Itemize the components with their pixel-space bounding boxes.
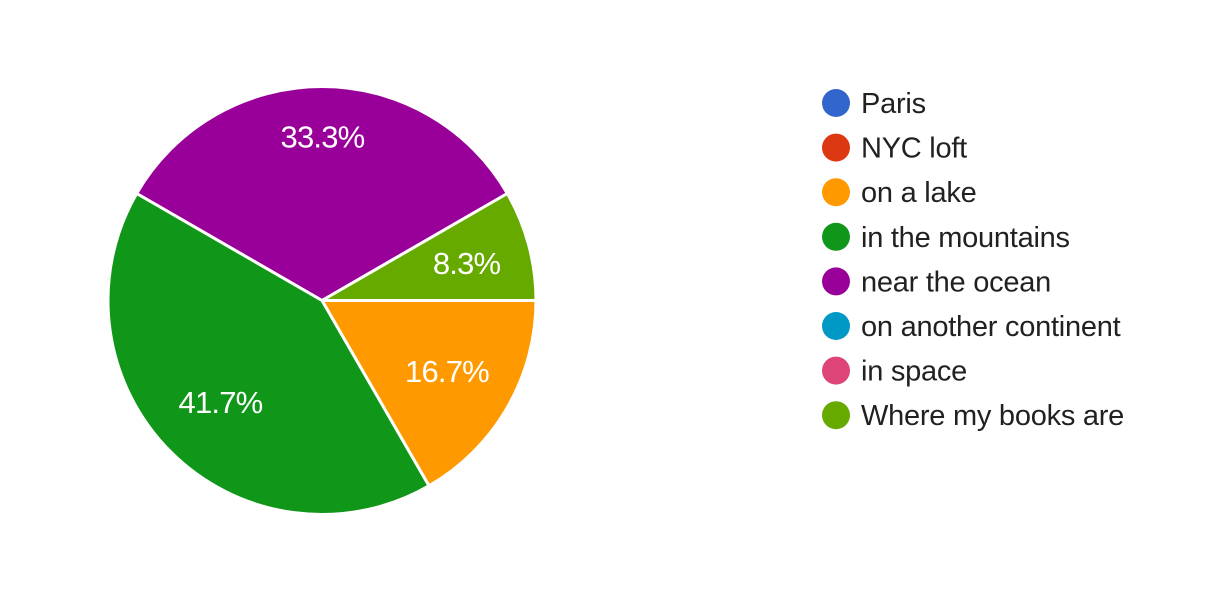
svg-text:Paris: Paris	[861, 88, 926, 120]
svg-text:41.7%: 41.7%	[179, 385, 263, 420]
svg-text:in the mountains: in the mountains	[861, 222, 1070, 254]
svg-text:in space: in space	[861, 356, 967, 388]
svg-text:Where my books are: Where my books are	[861, 400, 1124, 432]
svg-text:near the ocean: near the ocean	[861, 266, 1051, 298]
svg-text:NYC loft: NYC loft	[861, 133, 967, 165]
svg-text:16.7%: 16.7%	[405, 354, 489, 389]
svg-text:8.3%: 8.3%	[433, 246, 501, 281]
svg-text:on a lake: on a lake	[861, 177, 976, 209]
svg-text:on another continent: on another continent	[861, 311, 1121, 343]
svg-text:33.3%: 33.3%	[281, 119, 365, 154]
